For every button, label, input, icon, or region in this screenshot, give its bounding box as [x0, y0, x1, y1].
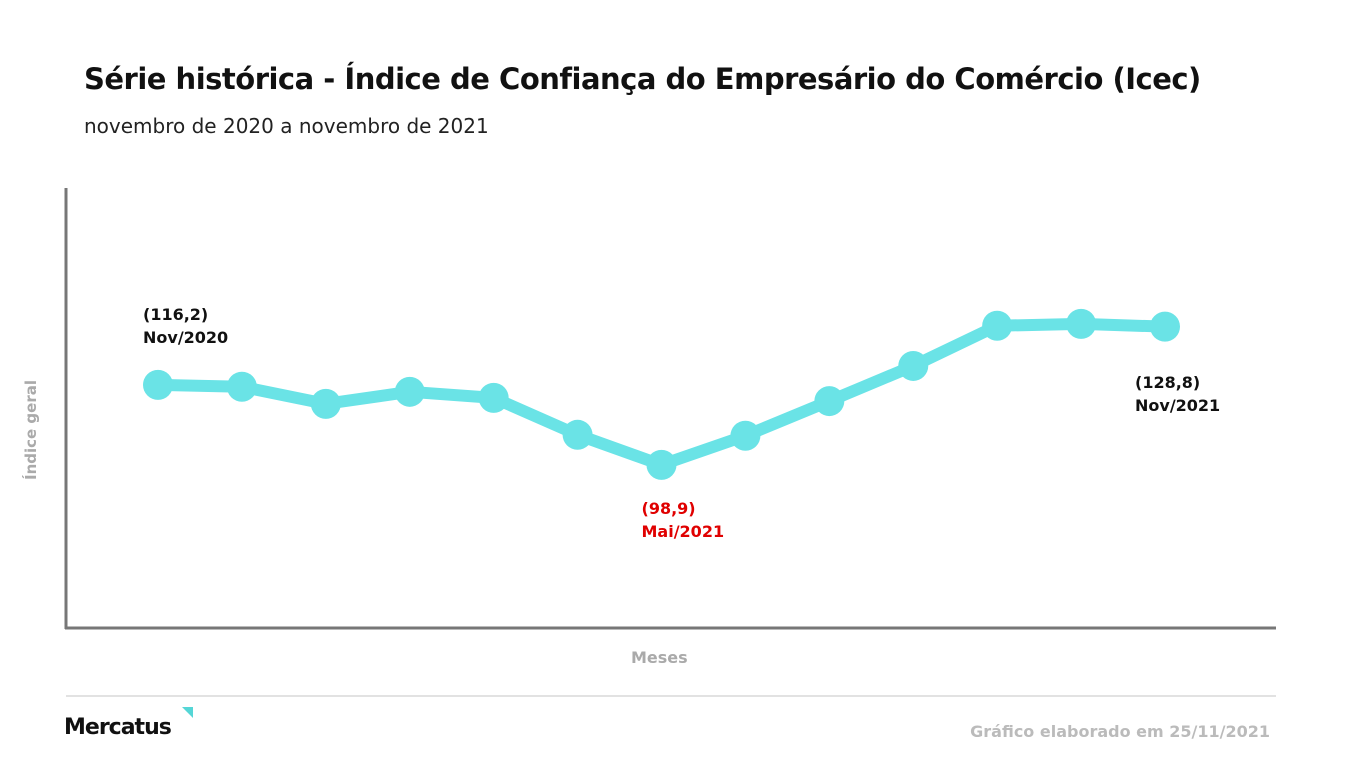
data-point-dez-2020 — [226, 371, 257, 402]
annotation-min: (98,9) Mai/2021 — [642, 497, 725, 543]
data-point-jan-2021 — [310, 388, 341, 419]
y-axis-label: Índice geral — [22, 380, 40, 480]
brand-logo: Mercatus — [64, 715, 172, 740]
data-point-mai-2021 — [646, 449, 677, 480]
data-point-abr-2021 — [562, 419, 593, 450]
footer-divider — [66, 695, 1276, 697]
annotation-label: Nov/2021 — [1135, 395, 1221, 415]
series-line — [157, 317, 1166, 471]
annotation-value: (128,8) — [1135, 372, 1201, 392]
data-point-nov-2021 — [1150, 311, 1180, 342]
x-axis-label: Meses — [631, 648, 688, 667]
data-point-jun-2021 — [730, 420, 761, 451]
data-point-jul-2021 — [814, 386, 845, 417]
data-point-ago-2021 — [898, 350, 929, 381]
data-point-nov-2020 — [143, 369, 173, 400]
data-point-out-2021 — [1066, 308, 1097, 339]
annotation-last: (128,8) Nov/2021 — [1135, 371, 1220, 417]
annotation-label: Mai/2021 — [641, 521, 725, 541]
chart-subtitle: novembro de 2020 a novembro de 2021 — [84, 114, 489, 138]
annotation-value: (98,9) — [641, 498, 696, 518]
footer-note: Gráfico elaborado em 25/11/2021 — [970, 722, 1270, 741]
chart-title: Série histórica - Índice de Confiança do… — [84, 62, 1201, 96]
annotation-label: Nov/2020 — [143, 327, 229, 347]
data-point-set-2021 — [982, 310, 1013, 341]
annotation-value: (116,2) — [143, 304, 209, 324]
logo-mark-icon — [182, 707, 193, 718]
data-point-fev-2021 — [394, 376, 425, 407]
annotation-first: (116,2) Nov/2020 — [143, 303, 228, 349]
data-point-mar-2021 — [478, 382, 509, 413]
